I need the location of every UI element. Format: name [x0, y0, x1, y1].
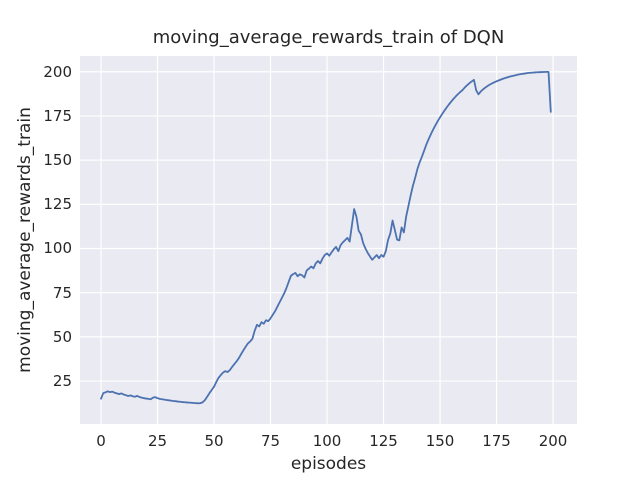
- reward-line: [100, 71, 552, 405]
- y-axis-label: moving_average_rewards_train: [15, 107, 35, 373]
- x-tick-label: 175: [482, 432, 511, 450]
- y-tick-label: 175: [43, 106, 72, 125]
- x-tick-label: 125: [369, 432, 398, 450]
- x-axis-label: episodes: [290, 454, 367, 474]
- x-tick-label: 150: [425, 432, 455, 450]
- y-tick-label: 100: [43, 239, 72, 258]
- plot-area: [80, 56, 577, 424]
- plot-canvas: [80, 56, 577, 424]
- y-tick-label: 50: [52, 327, 72, 346]
- x-tick-label: 25: [147, 432, 168, 450]
- grid-lines: [80, 56, 577, 424]
- x-tick-label: 100: [312, 432, 342, 450]
- x-tick-label: 200: [538, 432, 568, 450]
- x-tick-label: 0: [96, 432, 106, 450]
- chart-title: moving_average_rewards_train of DQN: [152, 27, 505, 48]
- y-tick-label: 25: [52, 372, 72, 391]
- x-tick-label: 75: [260, 432, 281, 450]
- y-tick-label: 125: [43, 195, 72, 214]
- y-tick-label: 200: [43, 62, 72, 81]
- x-tick-label: 50: [204, 432, 224, 450]
- y-tick-label: 150: [43, 151, 72, 170]
- y-tick-label: 75: [52, 283, 72, 302]
